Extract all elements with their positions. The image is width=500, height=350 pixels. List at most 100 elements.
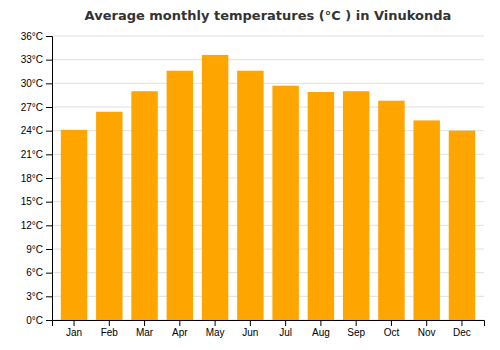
tick-mark <box>46 225 52 226</box>
tick-mark <box>46 249 52 250</box>
tick-mark <box>46 320 52 321</box>
tick-mark <box>426 320 427 326</box>
tick-label: Apr <box>172 327 188 338</box>
tick: Apr <box>172 320 188 338</box>
bar <box>96 112 122 320</box>
tick: Jan <box>66 320 82 338</box>
tick-mark <box>179 320 180 326</box>
tick-mark <box>144 320 145 326</box>
tick-label: 27°C <box>21 102 43 113</box>
bar <box>237 71 263 320</box>
bar <box>272 86 298 320</box>
bar <box>413 120 439 320</box>
tick-label: 15°C <box>21 196 43 207</box>
grid-line <box>52 83 484 84</box>
tick-label: Jun <box>242 327 258 338</box>
tick-mark <box>285 320 286 326</box>
tick: Jul <box>279 320 292 338</box>
grid-line <box>52 36 484 37</box>
tick-mark <box>46 154 52 155</box>
tick-label: 6°C <box>26 267 43 278</box>
tick: Dec <box>453 320 471 338</box>
tick: Feb <box>101 320 119 338</box>
tick-label: 12°C <box>21 220 43 231</box>
tick-label: 30°C <box>21 78 43 89</box>
tick-label: Jan <box>66 327 82 338</box>
tick-label: 3°C <box>26 291 43 302</box>
tick-label: Dec <box>453 327 471 338</box>
tick: 33°C <box>21 54 52 65</box>
tick-mark <box>46 178 52 179</box>
tick-mark <box>250 320 251 326</box>
tick-mark <box>356 320 357 326</box>
tick: 3°C <box>26 291 52 302</box>
tick: 30°C <box>21 78 52 89</box>
tick-mark <box>320 320 321 326</box>
tick: 0°C <box>26 315 52 326</box>
bar <box>343 91 369 320</box>
tick: 15°C <box>21 196 52 207</box>
tick: 12°C <box>21 220 52 231</box>
tick: 21°C <box>21 149 52 160</box>
bar <box>167 71 193 320</box>
tick-label: Jul <box>279 327 292 338</box>
tick: 27°C <box>21 102 52 113</box>
tick-mark <box>215 320 216 326</box>
tick: Nov <box>418 320 436 338</box>
tick-mark <box>46 107 52 108</box>
tick-mark <box>46 131 52 132</box>
tick: 6°C <box>26 267 52 278</box>
bar <box>308 92 334 320</box>
chart: 0°C 3°C 6°C 9°C 12°C 15°C 18°C 21°C 24°C 27°C 30°C… <box>0 0 500 350</box>
tick: 18°C <box>21 173 52 184</box>
tick-label: 18°C <box>21 173 43 184</box>
tick-label: 21°C <box>21 149 43 160</box>
bar <box>61 130 87 320</box>
tick-label: Feb <box>101 327 119 338</box>
tick-label: May <box>206 327 225 338</box>
y-axis: 0°C 3°C 6°C 9°C 12°C 15°C 18°C 21°C 24°C 27°C 30°C… <box>21 31 53 326</box>
tick: Sep <box>347 320 365 338</box>
bar <box>449 131 475 320</box>
tick-mark <box>109 320 110 326</box>
grid-line <box>52 59 484 60</box>
tick: Oct <box>384 320 400 338</box>
axis-line <box>46 37 53 321</box>
plot: 0°C 3°C 6°C 9°C 12°C 15°C 18°C 21°C 24°C 27°C 30°C… <box>21 31 485 338</box>
tick-mark <box>46 296 52 297</box>
grid-line <box>52 107 484 108</box>
tick: Jun <box>242 320 258 338</box>
tick-label: 0°C <box>26 315 43 326</box>
tick-label: 36°C <box>21 31 43 42</box>
bars <box>61 55 475 320</box>
tick-mark <box>461 320 462 326</box>
tick-mark <box>74 320 75 326</box>
tick-label: Oct <box>384 327 400 338</box>
tick-mark <box>46 83 52 84</box>
tick-label: 9°C <box>26 244 43 255</box>
tick-mark <box>46 60 52 61</box>
tick-label: Nov <box>418 327 436 338</box>
tick-mark <box>46 36 52 37</box>
tick-label: Sep <box>347 327 365 338</box>
tick: May <box>206 320 225 338</box>
axis-line <box>53 321 485 327</box>
tick: 36°C <box>21 31 52 42</box>
tick-mark <box>391 320 392 326</box>
bar <box>378 101 404 320</box>
tick: 9°C <box>26 244 52 255</box>
tick-mark <box>46 202 52 203</box>
tick-label: Aug <box>312 327 330 338</box>
grid <box>52 36 484 320</box>
tick: Aug <box>312 320 330 338</box>
bar <box>131 91 157 320</box>
bar <box>202 55 228 320</box>
x-axis: Jan Feb Mar Apr May Jun Jul Aug Sep Oct Nov Dec <box>53 320 485 338</box>
tick: Mar <box>136 320 154 338</box>
tick-mark <box>46 273 52 274</box>
tick: 24°C <box>21 125 52 136</box>
title: Average monthly temperatures (°C ) in Vi… <box>85 8 452 23</box>
tick-label: 33°C <box>21 54 43 65</box>
tick-label: 24°C <box>21 125 43 136</box>
tick-label: Mar <box>136 327 154 338</box>
